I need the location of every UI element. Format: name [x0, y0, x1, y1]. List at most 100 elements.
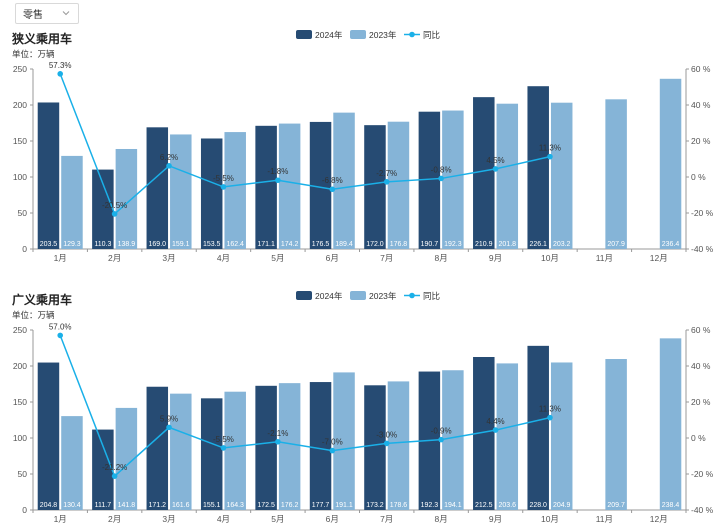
- x-tick-label: 12月: [650, 253, 668, 262]
- yoy-point: [111, 473, 118, 479]
- legend-label: 同比: [423, 30, 440, 40]
- y2-tick-label: 0 %: [691, 172, 706, 182]
- dropdown-selected-value: 零售: [23, 10, 43, 21]
- y-tick-label: 200: [13, 100, 27, 110]
- bar-value-label: 141.8: [118, 502, 136, 509]
- bar-value-label: 176.2: [281, 502, 299, 509]
- bar-2023年: [333, 112, 355, 249]
- bar-2023年: [605, 99, 627, 249]
- bar-2023年: [61, 155, 83, 249]
- y2-tick-label: -20 %: [691, 469, 714, 479]
- x-tick-label: 1月: [54, 514, 67, 524]
- yoy-point: [111, 211, 118, 217]
- bar-value-label: 177.7: [312, 502, 330, 509]
- yoy-line: [59, 73, 551, 216]
- bar-value-label: 178.6: [390, 502, 408, 509]
- bar-2023年: [387, 121, 410, 249]
- y2-tick-label: -40 %: [691, 505, 714, 515]
- x-tick-label: 3月: [162, 514, 175, 524]
- bar-value-label: 203.2: [553, 241, 571, 248]
- bar-2023年: [442, 370, 464, 510]
- x-tick-label: 2月: [108, 253, 121, 262]
- bar-2023年: [224, 132, 246, 249]
- yoy-value-label: 4.4%: [486, 417, 504, 426]
- yoy-value-label: 57.0%: [49, 322, 72, 331]
- bar-value-label: 129.3: [63, 241, 81, 248]
- x-tick-label: 8月: [435, 253, 448, 262]
- bar-value-label: 236.4: [662, 241, 680, 248]
- bar-2023年: [550, 102, 573, 249]
- legend-label: 2023年: [369, 30, 397, 40]
- y-tick-label: 200: [13, 361, 27, 371]
- bar-value-label: 192.3: [421, 502, 439, 509]
- unit-label: 单位：万辆: [12, 310, 55, 320]
- bar-value-label: 228.0: [529, 502, 547, 509]
- yoy-value-label: -2.1%: [267, 429, 288, 438]
- x-tick-label: 4月: [217, 253, 230, 262]
- y2-tick-label: 40 %: [691, 361, 711, 371]
- bar-value-label: 192.3: [444, 241, 462, 248]
- yoy-line: [59, 335, 551, 478]
- legend-swatch-2024年: [296, 30, 312, 39]
- bar-value-label: 171.1: [257, 241, 275, 248]
- bar-2024年: [255, 385, 277, 510]
- sales-type-dropdown[interactable]: 零售: [15, 3, 79, 24]
- y2-tick-label: 20 %: [691, 397, 711, 407]
- bar-2023年: [278, 383, 301, 510]
- yoy-point: [329, 186, 336, 193]
- chevron-down-icon: [62, 11, 70, 16]
- yoy-value-label: -3.0%: [376, 430, 397, 439]
- legend-marker-yoy: [409, 292, 415, 299]
- x-tick-label: 10月: [541, 253, 559, 262]
- bar-2024年: [146, 127, 169, 249]
- bar-value-label: 153.5: [203, 241, 221, 248]
- legend-marker-yoy: [409, 31, 415, 38]
- x-tick-label: 4月: [217, 514, 230, 524]
- bar-2024年: [527, 345, 549, 510]
- y-tick-label: 50: [18, 208, 28, 218]
- yoy-point: [492, 166, 499, 172]
- yoy-value-label: -20.5%: [102, 201, 127, 210]
- bar-value-label: 207.9: [607, 241, 625, 248]
- yoy-value-label: -6.8%: [322, 176, 343, 185]
- bar-2023年: [278, 123, 301, 249]
- bar-2023年: [387, 381, 410, 510]
- y-tick-label: 0: [22, 244, 27, 254]
- bar-2024年: [473, 357, 495, 510]
- yoy-value-label: 6.2%: [160, 153, 178, 162]
- bar-value-label: 226.1: [529, 241, 547, 248]
- yoy-value-label: -5.5%: [213, 174, 234, 183]
- y-tick-label: 100: [13, 172, 27, 182]
- bar-value-label: 162.4: [226, 241, 244, 248]
- bar-value-label: 173.2: [366, 502, 384, 509]
- yoy-value-label: -21.2%: [102, 463, 127, 472]
- x-tick-label: 5月: [271, 253, 284, 262]
- bar-2024年: [309, 121, 332, 249]
- legend-swatch-2024年: [296, 291, 312, 300]
- bar-value-label: 190.7: [421, 241, 439, 248]
- legend-label: 同比: [423, 291, 440, 301]
- bar-value-label: 130.4: [63, 502, 81, 509]
- bar-2023年: [224, 391, 246, 510]
- legend-label: 2023年: [369, 291, 397, 301]
- y-tick-label: 50: [18, 469, 28, 479]
- bar-2024年: [37, 362, 60, 510]
- x-tick-label: 12月: [650, 514, 668, 524]
- bar-value-label: 176.5: [312, 241, 330, 248]
- y2-tick-label: 40 %: [691, 100, 711, 110]
- y-tick-label: 250: [13, 325, 27, 335]
- yoy-value-label: 4.5%: [486, 156, 504, 165]
- bar-2023年: [442, 110, 464, 249]
- bar-2024年: [255, 125, 277, 249]
- yoy-point: [220, 184, 227, 190]
- bar-2023年: [115, 407, 138, 510]
- bar-2024年: [200, 398, 223, 510]
- bar-2023年: [61, 416, 83, 510]
- yoy-point: [166, 424, 172, 431]
- bar-2023年: [659, 338, 682, 510]
- x-tick-label: 7月: [380, 253, 393, 262]
- bar-value-label: 111.7: [95, 502, 112, 509]
- bar-value-label: 210.9: [475, 241, 493, 248]
- bar-value-label: 176.8: [390, 241, 408, 248]
- x-tick-label: 8月: [435, 514, 448, 524]
